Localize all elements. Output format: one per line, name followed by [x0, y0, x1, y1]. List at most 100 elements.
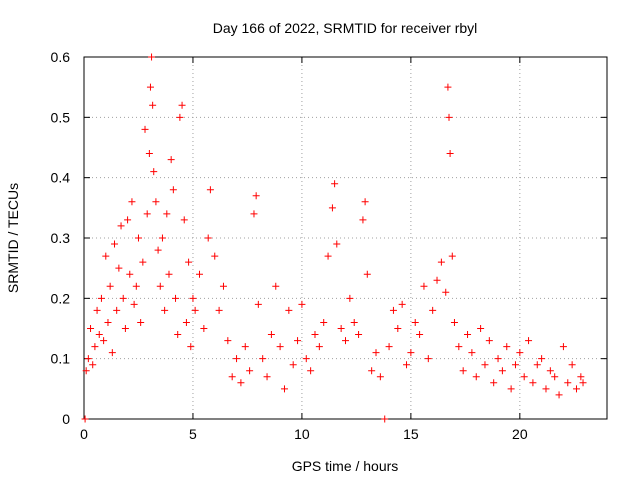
data-point — [154, 246, 162, 254]
data-point — [185, 258, 193, 266]
data-point — [359, 216, 367, 224]
data-point — [89, 361, 97, 369]
data-point — [516, 349, 524, 357]
data-point — [568, 361, 576, 369]
data-point — [507, 385, 515, 393]
data-point — [211, 252, 219, 260]
data-point — [411, 318, 419, 326]
data-point — [200, 325, 208, 332]
data-point — [156, 282, 164, 290]
data-point — [189, 294, 197, 302]
data-point — [130, 300, 138, 308]
data-point — [141, 125, 149, 133]
data-point — [446, 150, 454, 158]
data-point — [206, 186, 214, 194]
data-point — [280, 385, 288, 393]
x-tick-label: 0 — [80, 426, 88, 442]
data-point — [285, 306, 293, 314]
data-point — [564, 379, 572, 387]
data-point — [167, 156, 175, 164]
data-point — [180, 216, 188, 224]
data-point — [363, 270, 371, 278]
data-point — [342, 337, 349, 345]
data-point — [403, 361, 411, 369]
data-point — [445, 113, 453, 121]
data-point — [150, 168, 158, 176]
data-point — [468, 349, 476, 357]
data-point — [511, 361, 519, 369]
data-point — [455, 343, 463, 351]
data-point — [520, 373, 528, 381]
data-point — [119, 294, 127, 302]
data-point — [228, 373, 236, 381]
data-point — [121, 325, 129, 332]
data-point — [533, 361, 541, 369]
data-point — [113, 306, 121, 314]
data-point — [579, 379, 587, 387]
data-point — [333, 240, 341, 248]
data-point — [368, 367, 376, 375]
data-point — [398, 300, 406, 308]
data-point — [95, 331, 103, 339]
data-point — [104, 318, 112, 326]
data-point — [385, 343, 393, 351]
data-point — [311, 331, 319, 339]
y-axis-label: SRMTID / TECUs — [5, 183, 21, 293]
data-point — [289, 361, 297, 369]
data-point — [420, 282, 428, 290]
data-point — [572, 385, 580, 393]
data-point — [529, 379, 537, 387]
data-point — [433, 276, 441, 284]
data-point — [444, 83, 452, 91]
data-point — [176, 113, 184, 121]
data-point — [559, 343, 567, 351]
data-point — [152, 198, 160, 206]
x-axis-label: GPS time / hours — [292, 458, 399, 474]
data-point — [490, 379, 498, 387]
data-point — [331, 180, 339, 188]
data-point — [204, 234, 212, 242]
x-tick-label: 20 — [512, 426, 528, 442]
data-point — [241, 343, 249, 351]
data-point — [494, 355, 502, 363]
data-point — [158, 234, 166, 242]
data-point — [111, 240, 119, 248]
data-point — [302, 355, 310, 363]
data-point — [350, 318, 358, 326]
data-point — [82, 367, 90, 375]
data-point — [525, 337, 533, 345]
data-point — [182, 318, 190, 326]
data-point — [376, 373, 384, 381]
data-point — [450, 318, 458, 326]
x-axis-ticks: 0 5 10 15 20 — [80, 57, 528, 442]
data-point — [381, 415, 389, 423]
data-point — [143, 210, 151, 218]
data-point — [538, 355, 546, 363]
data-point — [555, 391, 563, 399]
data-point — [187, 343, 195, 351]
data-point — [97, 294, 105, 302]
data-point — [139, 258, 147, 266]
data-point — [172, 294, 180, 302]
data-point — [128, 198, 136, 206]
data-point — [148, 53, 156, 61]
data-point — [254, 300, 262, 308]
data-point — [91, 343, 99, 351]
data-point — [233, 355, 241, 363]
data-point — [117, 222, 125, 230]
data-point — [542, 385, 550, 393]
data-point — [448, 252, 456, 260]
chart-title: Day 166 of 2022, SRMTID for receiver rby… — [213, 20, 478, 36]
data-point — [169, 186, 177, 194]
data-point — [102, 252, 110, 260]
data-point — [250, 210, 258, 218]
data-point — [134, 234, 142, 242]
data-point — [174, 331, 182, 339]
data-point — [191, 306, 199, 314]
data-point — [307, 367, 315, 375]
x-tick-label: 10 — [294, 426, 310, 442]
data-point — [259, 355, 267, 363]
data-point — [481, 361, 489, 369]
data-point — [437, 258, 445, 266]
